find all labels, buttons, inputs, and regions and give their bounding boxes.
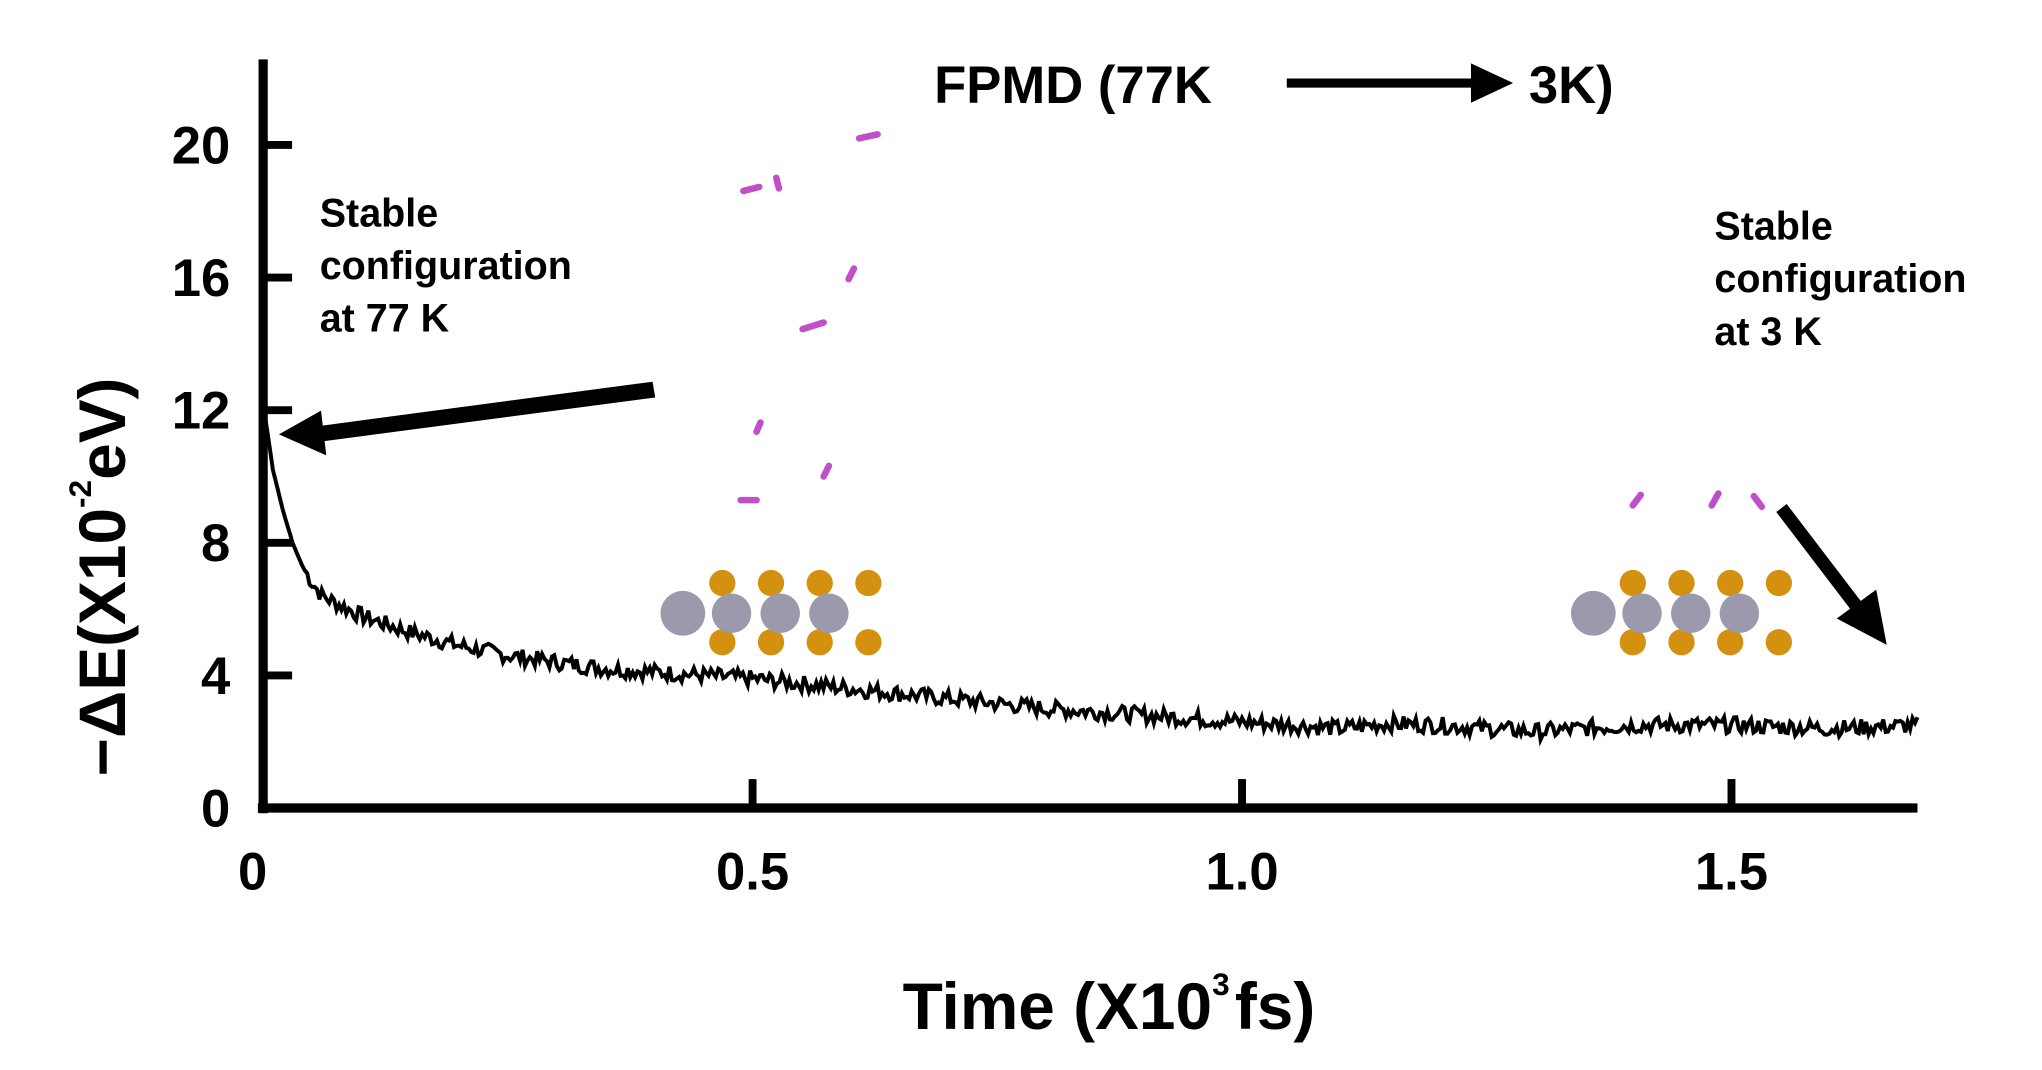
metal-atom-icon [760, 593, 800, 634]
y-tick-label: 12 [172, 382, 231, 441]
sulfur-atom-icon [1717, 629, 1744, 656]
y-axis-label: −ΔE(X10-2eV) [62, 378, 139, 777]
metal-atom-icon [1622, 593, 1662, 634]
metal-atom-icon [660, 590, 706, 636]
molecular-structure-3k [1570, 490, 1793, 656]
molecule-icon [855, 131, 881, 142]
molecule-icon [1708, 490, 1722, 509]
arrow-3k-icon [1776, 504, 1887, 645]
sulfur-atom-icon [757, 569, 785, 597]
annotation-3k-line3: at 3 K [1714, 310, 1822, 354]
y-tick-label: 16 [172, 249, 231, 308]
sulfur-atom-icon [1668, 569, 1695, 597]
metal-atom-icon [1719, 593, 1760, 634]
annotation-3k: Stable configuration at 3 K [1714, 205, 1977, 354]
sulfur-atom-icon [1717, 569, 1744, 597]
annotation-3k-line2: configuration [1714, 257, 1966, 301]
x-tick-label: 1.5 [1695, 843, 1768, 902]
annotation-77k-line2: configuration [320, 244, 572, 288]
sulfur-atom-icon [1765, 569, 1793, 597]
series-line [263, 416, 1920, 747]
y-axis-label-sup: -2 [62, 480, 98, 508]
sulfur-atom-icon [806, 629, 833, 656]
sulfur-atom-icon [855, 569, 882, 597]
molecule-icon [799, 319, 827, 333]
sulfur-atom-icon [1619, 569, 1646, 597]
y-axis-label-main: −ΔE(X10 [65, 508, 139, 776]
x-axis-label-main: Time (X10 [903, 969, 1212, 1043]
sulfur-atom-icon [709, 569, 736, 597]
molecular-structure-77k [660, 131, 882, 656]
metal-atom-icon [1670, 593, 1711, 634]
arrow-77k-icon [278, 381, 656, 456]
molecule-icon [772, 174, 783, 192]
molecule-icon [753, 419, 764, 436]
x-axis-label: Time (X103 fs) [903, 966, 1316, 1043]
metal-atom-icon [1570, 590, 1616, 636]
y-tick-label: 20 [172, 116, 231, 175]
sulfur-atom-icon [757, 629, 785, 656]
x-axis-label-unit: fs) [1235, 969, 1315, 1043]
chart-title-end: 3K) [1529, 56, 1614, 115]
sulfur-atom-icon [1765, 629, 1793, 656]
molecule-icon [1750, 492, 1766, 511]
molecule-icon [1629, 491, 1644, 509]
sulfur-atom-icon [709, 629, 736, 656]
annotation-77k-line3: at 77 K [320, 297, 450, 341]
annotation-77k: Stable configuration at 77 K [320, 191, 583, 340]
metal-atom-icon [809, 593, 849, 634]
annotation-3k-line1: Stable [1714, 205, 1832, 249]
sulfur-atom-icon [1668, 629, 1695, 656]
sulfur-atom-icon [1619, 629, 1646, 656]
chart-title: FPMD (77K [934, 56, 1212, 115]
molecule-icon [845, 265, 858, 283]
y-axis-label-unit: eV) [65, 378, 139, 480]
molecule-icon [820, 462, 833, 480]
molecule-icon [740, 183, 763, 195]
y-tick-label: 0 [201, 779, 230, 838]
x-tick-label: 0 [238, 843, 267, 902]
plot-area: 0 4 8 12 16 20 0 0.5 1.0 1.5 [172, 59, 1920, 902]
y-tick-label: 4 [201, 647, 230, 706]
y-tick-label: 8 [201, 514, 230, 573]
sulfur-atom-icon [855, 629, 882, 656]
annotation-77k-line1: Stable [320, 191, 438, 235]
x-tick-label: 0.5 [716, 843, 789, 902]
sulfur-atom-icon [806, 569, 833, 597]
x-axis-label-sup: 3 [1212, 966, 1230, 1002]
title-arrow-icon [1286, 63, 1514, 103]
metal-atom-icon [711, 593, 752, 634]
x-tick-label: 1.0 [1205, 843, 1278, 902]
